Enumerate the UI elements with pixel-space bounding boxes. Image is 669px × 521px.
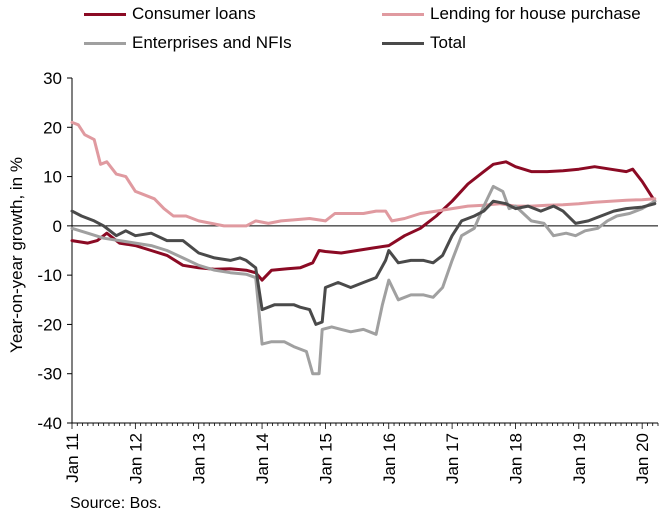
y-tick-label: 20 — [43, 118, 62, 137]
series-line-consumer-loans — [70, 160, 657, 282]
chart-legend: Consumer loans Lending for house purchas… — [0, 0, 669, 60]
x-tick-label: Jan 13 — [190, 433, 209, 484]
x-tick-label: Jan 16 — [380, 433, 399, 484]
legend-label: Consumer loans — [132, 4, 256, 23]
x-tick-label: Jan 17 — [443, 433, 462, 484]
y-tick-label: -40 — [37, 414, 62, 433]
y-tick-label: -10 — [37, 266, 62, 285]
x-tick-label: Jan 11 — [63, 433, 82, 483]
y-tick-label: -30 — [37, 365, 62, 384]
legend-item-consumer-loans: Consumer loans — [84, 4, 256, 24]
source-note: Source: Bos. — [70, 495, 162, 512]
chart-series-lines — [70, 120, 657, 376]
y-axis-label: Year-on-year growth, in % — [7, 157, 26, 353]
x-tick-label: Jan 20 — [633, 433, 652, 484]
legend-item-lending-for-house-purchase: Lending for house purchase — [382, 4, 641, 24]
legend-item-total: Total — [382, 33, 466, 53]
series-line-lending-for-house-purchase — [70, 120, 657, 228]
legend-swatch — [382, 41, 424, 45]
legend-swatch — [84, 41, 126, 45]
series-line-total — [70, 199, 657, 326]
legend-item-enterprises-and-nfis: Enterprises and NFIs — [84, 33, 292, 53]
y-tick-label: -20 — [37, 315, 62, 334]
legend-label: Lending for house purchase — [430, 4, 641, 23]
x-tick-label: Jan 18 — [506, 433, 525, 484]
y-tick-label: 30 — [43, 69, 62, 88]
x-tick-label: Jan 19 — [570, 433, 589, 484]
chart-axes — [67, 77, 659, 429]
y-tick-label: 0 — [53, 217, 62, 236]
y-tick-label: 10 — [43, 168, 62, 187]
legend-swatch — [382, 12, 424, 16]
x-tick-label: Jan 12 — [126, 433, 145, 484]
legend-label: Enterprises and NFIs — [132, 33, 292, 52]
series-line-enterprises-and-nfis — [70, 184, 657, 376]
x-tick-label: Jan 15 — [316, 433, 335, 484]
legend-swatch — [84, 12, 126, 16]
x-tick-label: Jan 14 — [253, 433, 272, 484]
legend-label: Total — [430, 33, 466, 52]
